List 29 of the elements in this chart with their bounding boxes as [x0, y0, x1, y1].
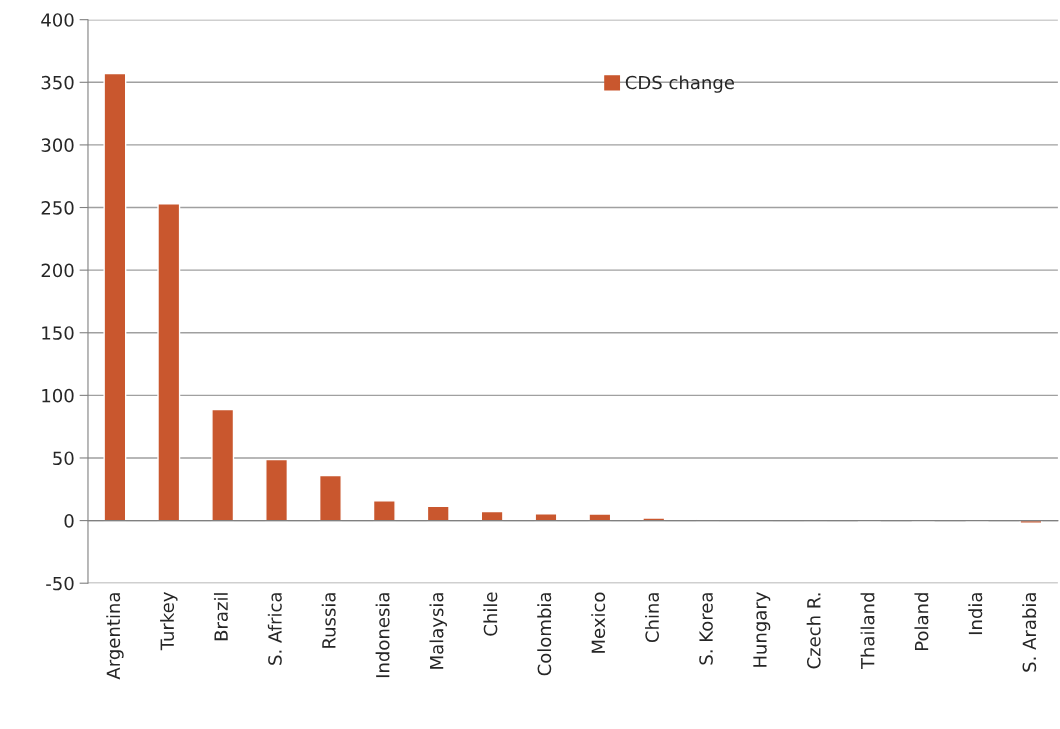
- x-tick-label: Czech R.: [806, 593, 821, 669]
- y-tick-label: 0: [64, 514, 74, 528]
- x-tick-label: Brazil: [213, 593, 228, 641]
- y-tick-label: 400: [41, 13, 74, 27]
- y-tick-label: 50: [53, 451, 74, 466]
- x-tick-label: Chile: [483, 592, 498, 636]
- x-tick-label: Mexico: [591, 592, 606, 653]
- y-tick-label: 250: [41, 200, 74, 215]
- legend-label: CDS change: [625, 75, 734, 93]
- x-tick-label: S. Arabia: [1022, 593, 1037, 672]
- x-tick-label: Colombia: [537, 593, 552, 676]
- x-tick-label: India: [968, 593, 983, 635]
- x-tick-label: Turkey: [160, 592, 178, 651]
- x-tick-label: S. Africa: [267, 593, 282, 665]
- y-tick-label: -50: [46, 576, 74, 591]
- x-tick-label: Poland: [914, 593, 929, 651]
- x-tick-label: Russia: [321, 593, 336, 648]
- y-tick-label: 200: [41, 263, 74, 278]
- x-tick-label: Malaysia: [429, 593, 447, 669]
- y-tick-label: 300: [41, 138, 74, 153]
- x-tick-label: Indonesia: [375, 593, 390, 678]
- y-tick-label: 100: [42, 388, 74, 403]
- x-tick-label: Thailand: [860, 593, 875, 670]
- x-tick-label: Argentina: [106, 593, 124, 680]
- x-tick-label: Hungary: [753, 592, 771, 667]
- y-tick-label: 350: [41, 75, 74, 90]
- x-tick-label: S. Korea: [699, 593, 713, 665]
- y-tick-label: 150: [42, 326, 74, 340]
- x-tick-label: China: [645, 593, 659, 643]
